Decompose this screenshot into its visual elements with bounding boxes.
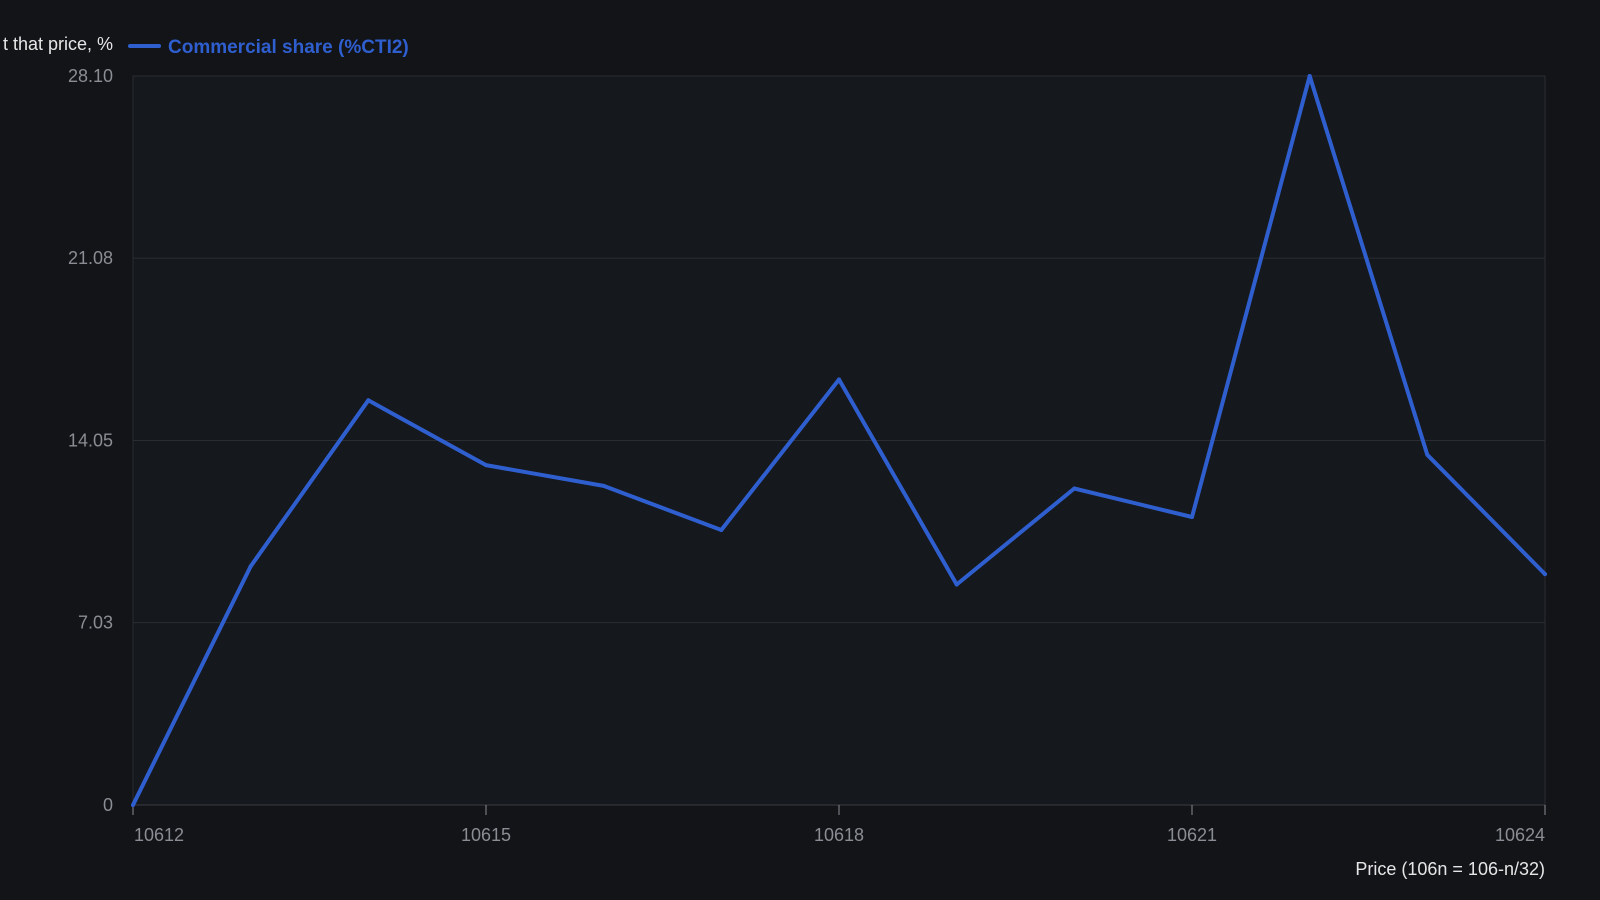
data-point bbox=[1543, 572, 1547, 577]
data-point bbox=[954, 582, 959, 587]
data-point bbox=[248, 564, 253, 569]
series-lines bbox=[131, 74, 1547, 807]
x-axis-label: Price (106n = 106-n/32) bbox=[1355, 859, 1545, 879]
data-point bbox=[366, 398, 371, 403]
data-point bbox=[1307, 74, 1312, 78]
data-point bbox=[131, 803, 135, 807]
data-point bbox=[601, 483, 606, 488]
y-axis-label: t that price, % bbox=[3, 34, 113, 54]
data-point bbox=[1190, 515, 1194, 520]
legend-label: Commercial share (%CTI2) bbox=[168, 37, 409, 58]
y-tick-label: 28.10 bbox=[68, 66, 113, 86]
x-tick-label: 10618 bbox=[814, 825, 864, 845]
data-point bbox=[484, 463, 488, 468]
data-point bbox=[837, 377, 841, 382]
x-tick-label: 10624 bbox=[1495, 825, 1545, 845]
x-tick-label: 10615 bbox=[461, 825, 511, 845]
y-tick-label: 21.08 bbox=[68, 248, 113, 268]
grid-lines bbox=[132, 75, 1546, 806]
data-point bbox=[1425, 452, 1430, 457]
data-point bbox=[719, 528, 724, 533]
legend: Commercial share (%CTI2) bbox=[128, 37, 409, 58]
y-tick-label: 7.03 bbox=[78, 613, 113, 633]
axes bbox=[132, 804, 1546, 815]
data-point bbox=[1072, 486, 1077, 491]
y-tick-label: 0 bbox=[103, 795, 113, 815]
x-tick-label: 10621 bbox=[1167, 825, 1217, 845]
x-tick-label: 10612 bbox=[134, 825, 184, 845]
tick-labels: 0 7.03 14.05 21.08 28.10 10612 10615 10618 10621… bbox=[68, 66, 1545, 845]
y-tick-label: 14.05 bbox=[68, 431, 113, 451]
